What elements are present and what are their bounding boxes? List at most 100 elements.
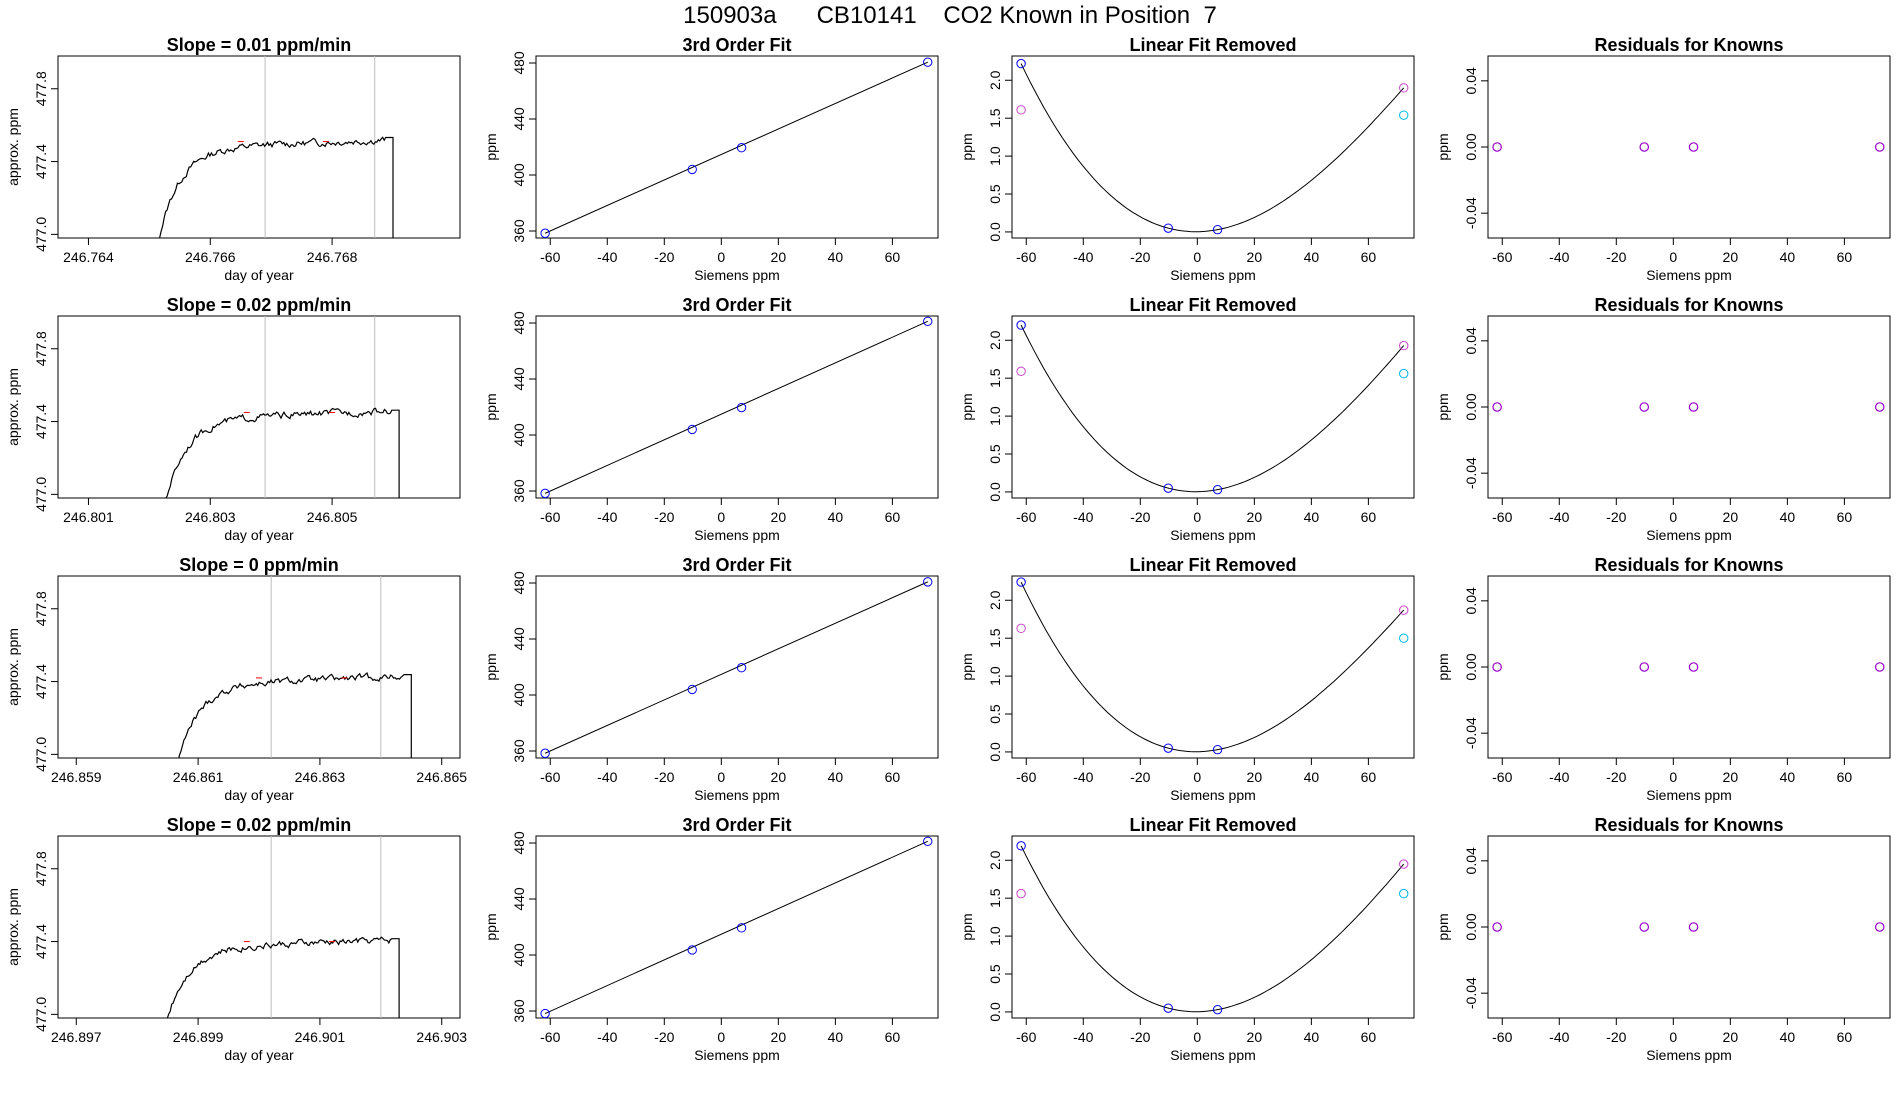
panel-4-3: Linear Fit Removed Siemens ppm ppm -60 -40 -2… xyxy=(959,815,1415,1063)
magenta-point xyxy=(1016,888,1026,899)
panel-title: 3rd Order Fit xyxy=(682,295,791,315)
x-tick-label: -20 xyxy=(1606,1029,1626,1045)
y-tick-label: 400 xyxy=(511,423,527,447)
x-axis-label: Siemens ppm xyxy=(1646,527,1732,543)
blue-point xyxy=(1163,223,1173,233)
x-axis-label: day of year xyxy=(224,1047,294,1063)
x-tick-label: -40 xyxy=(1073,1029,1093,1045)
x-tick-label: 246.766 xyxy=(185,249,236,265)
y-tick-label: 477.8 xyxy=(33,331,49,366)
x-tick-label: 40 xyxy=(1780,249,1796,265)
x-tick-label: 40 xyxy=(1780,1029,1796,1045)
x-tick-label: 0 xyxy=(1193,509,1201,525)
y-axis-label: ppm xyxy=(1435,133,1451,160)
fit-line xyxy=(544,840,928,1014)
blue-point xyxy=(1212,484,1223,495)
data-area xyxy=(540,836,933,1018)
y-tick-label: 1.0 xyxy=(987,146,1003,166)
y-tick-label: 1.0 xyxy=(987,926,1003,946)
y-axis-label: ppm xyxy=(959,653,975,680)
data-area xyxy=(1492,662,1885,672)
x-tick-label: -60 xyxy=(1016,769,1036,785)
panel-3-4: Residuals for Knowns Siemens ppm ppm -60 -40… xyxy=(1435,555,1891,803)
x-tick-label: -20 xyxy=(1130,509,1150,525)
y-tick-label: 477.8 xyxy=(33,591,49,626)
panel-3-1: Slope = 0 ppm/min day of year approx. ppm 2… xyxy=(5,555,467,803)
x-tick-label: -40 xyxy=(1073,249,1093,265)
fit-curve xyxy=(1020,581,1405,753)
x-tick-label: 20 xyxy=(1723,769,1739,785)
x-tick-label: 246.901 xyxy=(295,1029,346,1045)
y-tick-label: -0.04 xyxy=(1463,977,1479,1009)
data-area xyxy=(1016,577,1409,755)
x-tick-label: 20 xyxy=(771,1029,787,1045)
residual-point xyxy=(1639,662,1650,672)
plot-frame xyxy=(57,315,461,499)
x-tick-label: 40 xyxy=(1780,769,1796,785)
x-axis-label: Siemens ppm xyxy=(694,267,780,283)
x-tick-label: 246.863 xyxy=(295,769,346,785)
data-area xyxy=(165,316,400,498)
y-tick-label: 440 xyxy=(511,367,527,391)
y-axis-label: ppm xyxy=(483,133,499,160)
panel-title: Linear Fit Removed xyxy=(1129,35,1296,55)
y-tick-label: -0.04 xyxy=(1463,457,1479,489)
x-axis-label: Siemens ppm xyxy=(1646,267,1732,283)
panel-title: Slope = 0.02 ppm/min xyxy=(167,295,352,315)
y-tick-label: 0.0 xyxy=(987,482,1003,502)
x-tick-label: 40 xyxy=(1780,509,1796,525)
y-tick-label: 477.4 xyxy=(33,404,49,439)
y-axis-label: ppm xyxy=(959,133,975,160)
x-tick-label: 60 xyxy=(1361,249,1377,265)
x-tick-label: 246.903 xyxy=(416,1029,467,1045)
magenta-point xyxy=(1016,105,1026,115)
y-tick-label: 360 xyxy=(511,219,527,243)
y-tick-label: 440 xyxy=(511,107,527,131)
magenta-point xyxy=(1399,859,1409,869)
y-tick-label: 0.00 xyxy=(1463,653,1479,680)
blue-point xyxy=(1016,577,1026,587)
plot-frame xyxy=(535,575,939,759)
plot-frame xyxy=(57,835,461,1019)
panel-2-4: Residuals for Knowns Siemens ppm ppm -60 -40… xyxy=(1435,295,1891,543)
x-tick-label: -60 xyxy=(540,509,560,525)
x-tick-label: -20 xyxy=(654,769,674,785)
data-point xyxy=(923,836,933,847)
x-tick-label: 0 xyxy=(717,509,725,525)
y-tick-label: 480 xyxy=(511,571,527,595)
data-area xyxy=(1492,142,1885,152)
x-tick-label: 20 xyxy=(771,769,787,785)
y-tick-label: 477.4 xyxy=(33,144,49,179)
plot-frame xyxy=(1011,55,1415,239)
time-series-trace xyxy=(165,407,400,498)
y-tick-label: 2.0 xyxy=(987,850,1003,870)
fit-curve xyxy=(1020,324,1405,493)
y-axis-label: ppm xyxy=(483,393,499,420)
x-tick-label: 60 xyxy=(1837,509,1853,525)
y-tick-label: 477.0 xyxy=(33,217,49,252)
panel-4-2: 3rd Order Fit Siemens ppm ppm -60 -40 -20 0 20 4… xyxy=(483,815,939,1063)
residual-point xyxy=(1688,142,1699,152)
x-tick-label: -20 xyxy=(654,509,674,525)
y-tick-label: 360 xyxy=(511,739,527,763)
y-tick-label: 0.5 xyxy=(987,964,1003,984)
y-axis-label: ppm xyxy=(1435,913,1451,940)
fit-curve xyxy=(1020,845,1405,1013)
x-tick-label: 60 xyxy=(1361,509,1377,525)
panel-2-1: Slope = 0.02 ppm/min day of year approx. p… xyxy=(5,295,461,543)
cyan-point xyxy=(1399,888,1409,899)
y-tick-label: 2.0 xyxy=(987,590,1003,610)
x-axis-label: Siemens ppm xyxy=(694,1047,780,1063)
y-axis-label: approx. ppm xyxy=(5,108,21,186)
plot-frame xyxy=(1011,315,1415,499)
x-tick-label: -60 xyxy=(1016,1029,1036,1045)
x-tick-label: 40 xyxy=(1304,249,1320,265)
x-tick-label: -40 xyxy=(597,509,617,525)
x-tick-label: 40 xyxy=(1304,1029,1320,1045)
y-tick-label: 0.5 xyxy=(987,444,1003,464)
x-axis-label: Siemens ppm xyxy=(1646,1047,1732,1063)
x-tick-label: -40 xyxy=(1549,769,1569,785)
data-point xyxy=(687,684,697,695)
y-tick-label: 0.04 xyxy=(1463,847,1479,874)
panel-title: Linear Fit Removed xyxy=(1129,555,1296,575)
